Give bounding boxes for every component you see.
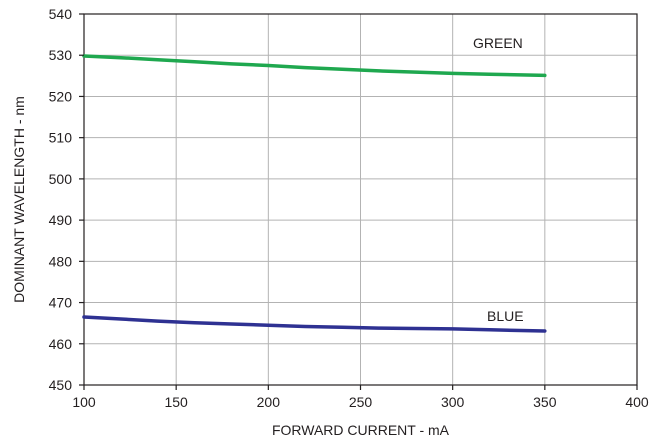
x-axis-ticks: 100 150 200 250 300 350 400 xyxy=(72,385,649,410)
x-tick-label: 200 xyxy=(257,394,281,410)
x-tick-label: 150 xyxy=(164,394,188,410)
y-tick-label: 450 xyxy=(49,377,73,393)
y-tick-label: 470 xyxy=(49,295,73,311)
series-label-green: GREEN xyxy=(473,35,523,51)
y-tick-label: 490 xyxy=(49,212,73,228)
x-tick-label: 100 xyxy=(72,394,96,410)
series-lines xyxy=(82,54,547,333)
series-line-blue xyxy=(82,315,547,333)
y-tick-label: 510 xyxy=(49,130,73,146)
x-tick-label: 400 xyxy=(625,394,649,410)
y-tick-label: 530 xyxy=(49,47,73,63)
x-axis-title: FORWARD CURRENT - mA xyxy=(272,422,450,438)
y-tick-label: 460 xyxy=(49,336,73,352)
series-line-green xyxy=(82,54,547,78)
x-tick-label: 300 xyxy=(441,394,465,410)
y-tick-label: 500 xyxy=(49,171,73,187)
y-tick-label: 520 xyxy=(49,88,73,104)
y-axis-ticks: 450 460 470 480 490 500 510 520 530 540 xyxy=(49,6,84,393)
y-axis-title: DOMINANT WAVELENGTH - nm xyxy=(11,96,27,303)
x-tick-label: 350 xyxy=(533,394,557,410)
x-tick-label: 250 xyxy=(349,394,373,410)
series-label-blue: BLUE xyxy=(487,308,524,324)
y-tick-label: 480 xyxy=(49,253,73,269)
y-tick-label: 540 xyxy=(49,6,73,22)
